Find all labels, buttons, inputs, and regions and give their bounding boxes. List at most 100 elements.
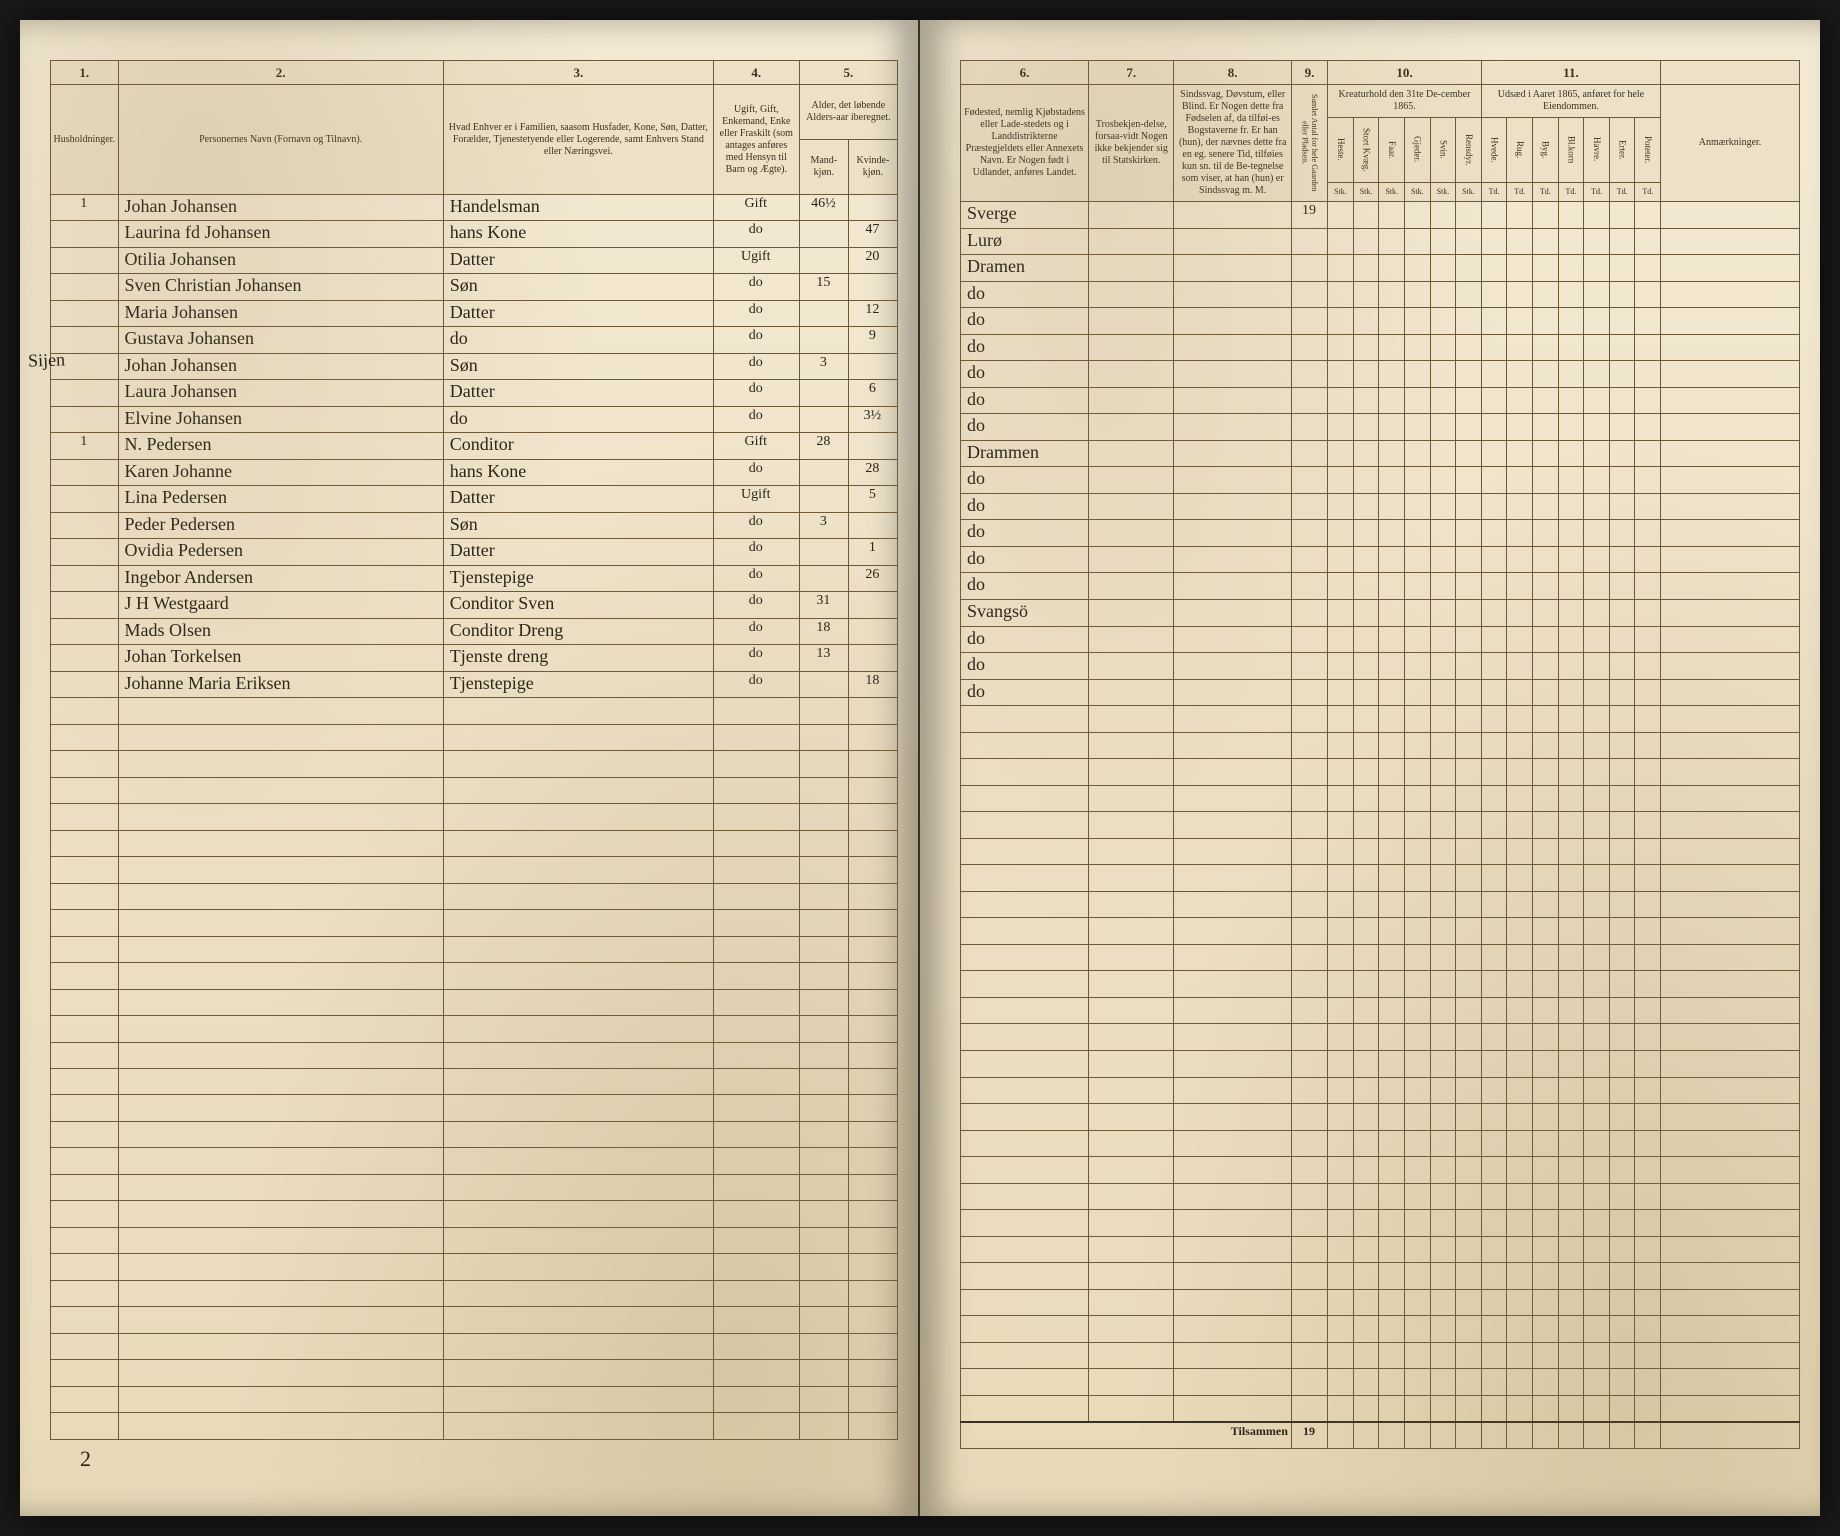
- cell-civ: do: [713, 353, 799, 379]
- table-row: do: [961, 626, 1800, 653]
- table-row-empty: [961, 732, 1800, 759]
- table-row: do: [961, 573, 1800, 600]
- table-row: do: [961, 334, 1800, 361]
- cell-rel: Handelsman: [443, 195, 713, 221]
- table-row-empty: [51, 830, 898, 856]
- cell-m: 31: [799, 592, 848, 618]
- cell-birth: Drammen: [961, 440, 1089, 467]
- table-row-empty: [51, 724, 898, 750]
- cell-civ: do: [713, 380, 799, 406]
- col-8-head: Sindssvag, Døvstum, eller Blind. Er Noge…: [1174, 85, 1291, 202]
- cell-k: 3½: [848, 406, 897, 432]
- cell-birth: do: [961, 414, 1089, 441]
- cell-name: J H Westgaard: [118, 592, 443, 618]
- cell-name: Johan Torkelsen: [118, 645, 443, 671]
- cell-k: [848, 512, 897, 538]
- right-page: 6. 7. 8. 9. 10. 11. Fødested, nemlig Kjø…: [920, 20, 1820, 1516]
- table-row-empty: [961, 1236, 1800, 1263]
- table-row-empty: [961, 865, 1800, 892]
- table-row: 1Johan JohansenHandelsmanGift46½: [51, 195, 898, 221]
- col-9-num: 9.: [1291, 61, 1327, 85]
- cell-name: Otilia Johansen: [118, 247, 443, 273]
- col-3-head: Hvad Enhver er i Familien, saasom Husfad…: [443, 85, 713, 195]
- cell-birth: do: [961, 361, 1089, 388]
- cell-civ: do: [713, 459, 799, 485]
- table-row-empty: [961, 812, 1800, 839]
- cell-hh: [51, 380, 119, 406]
- table-row-empty: [961, 706, 1800, 733]
- cell-civ: do: [713, 300, 799, 326]
- table-row-empty: [961, 838, 1800, 865]
- table-row: Johan TorkelsenTjenste drengdo13: [51, 645, 898, 671]
- cell-m: [799, 300, 848, 326]
- cell-rel: Datter: [443, 300, 713, 326]
- table-row-empty: [51, 1386, 898, 1412]
- cell-birth: Sverge: [961, 202, 1089, 229]
- cell-name: Maria Johansen: [118, 300, 443, 326]
- cell-k: [848, 618, 897, 644]
- cell-civ: do: [713, 592, 799, 618]
- table-row-empty: [51, 963, 898, 989]
- table-row-empty: [51, 1148, 898, 1174]
- table-row: do: [961, 653, 1800, 680]
- cell-rel: Conditor: [443, 433, 713, 459]
- cell-name: Johan Johansen: [118, 195, 443, 221]
- cell-k: 1: [848, 539, 897, 565]
- table-row: do: [961, 281, 1800, 308]
- col-3-num: 3.: [443, 61, 713, 85]
- margin-note: Sijen: [28, 349, 66, 371]
- cell-k: [848, 645, 897, 671]
- table-row: do: [961, 520, 1800, 547]
- cell-m: 46½: [799, 195, 848, 221]
- cell-birth: do: [961, 573, 1089, 600]
- table-row: Svangsö: [961, 599, 1800, 626]
- cell-civ: do: [713, 327, 799, 353]
- cell-9: [1291, 361, 1327, 388]
- footer-label: Tilsammen: [961, 1422, 1292, 1449]
- col-10-num: 10.: [1328, 61, 1482, 85]
- table-row-empty: [961, 1183, 1800, 1210]
- cell-m: 28: [799, 433, 848, 459]
- table-row-empty: [961, 997, 1800, 1024]
- col-5-num: 5.: [799, 61, 897, 85]
- cell-k: 5: [848, 486, 897, 512]
- cell-rel: Tjenste dreng: [443, 645, 713, 671]
- table-row-empty: [961, 918, 1800, 945]
- cell-9: [1291, 599, 1327, 626]
- table-row-empty: [961, 785, 1800, 812]
- cell-9: [1291, 255, 1327, 282]
- table-row-empty: [961, 1130, 1800, 1157]
- cell-rel: Søn: [443, 274, 713, 300]
- cell-k: [848, 353, 897, 379]
- table-row-empty: [51, 883, 898, 909]
- cell-birth: do: [961, 281, 1089, 308]
- cell-birth: Lurø: [961, 228, 1089, 255]
- table-row: J H WestgaardConditor Svendo31: [51, 592, 898, 618]
- cell-9: [1291, 626, 1327, 653]
- table-row: Lurø: [961, 228, 1800, 255]
- cell-m: [799, 247, 848, 273]
- cell-hh: [51, 618, 119, 644]
- col-1-num: 1.: [51, 61, 119, 85]
- table-row-empty: [51, 804, 898, 830]
- cell-civ: Gift: [713, 433, 799, 459]
- cell-m: [799, 565, 848, 591]
- table-row-empty: [51, 1280, 898, 1306]
- cell-civ: Gift: [713, 195, 799, 221]
- cell-hh: [51, 459, 119, 485]
- table-row: Elvine Johansendodo3½: [51, 406, 898, 432]
- header-labels-r: Fødested, nemlig Kjøbstadens eller Lade-…: [961, 85, 1800, 118]
- cell-birth: do: [961, 334, 1089, 361]
- table-row: do: [961, 467, 1800, 494]
- cell-civ: Ugift: [713, 486, 799, 512]
- cell-9: [1291, 679, 1327, 706]
- cell-hh: [51, 512, 119, 538]
- left-page: Sijen 2 1. 2. 3. 4. 5. Husholdninger. Pe…: [20, 20, 920, 1516]
- cell-name: Lina Pedersen: [118, 486, 443, 512]
- table-row: Johanne Maria EriksenTjenstepigedo18: [51, 671, 898, 697]
- cell-9: [1291, 573, 1327, 600]
- table-row-empty: [51, 698, 898, 724]
- col-4-num: 4.: [713, 61, 799, 85]
- table-row-empty: [961, 1210, 1800, 1237]
- table-row: do: [961, 679, 1800, 706]
